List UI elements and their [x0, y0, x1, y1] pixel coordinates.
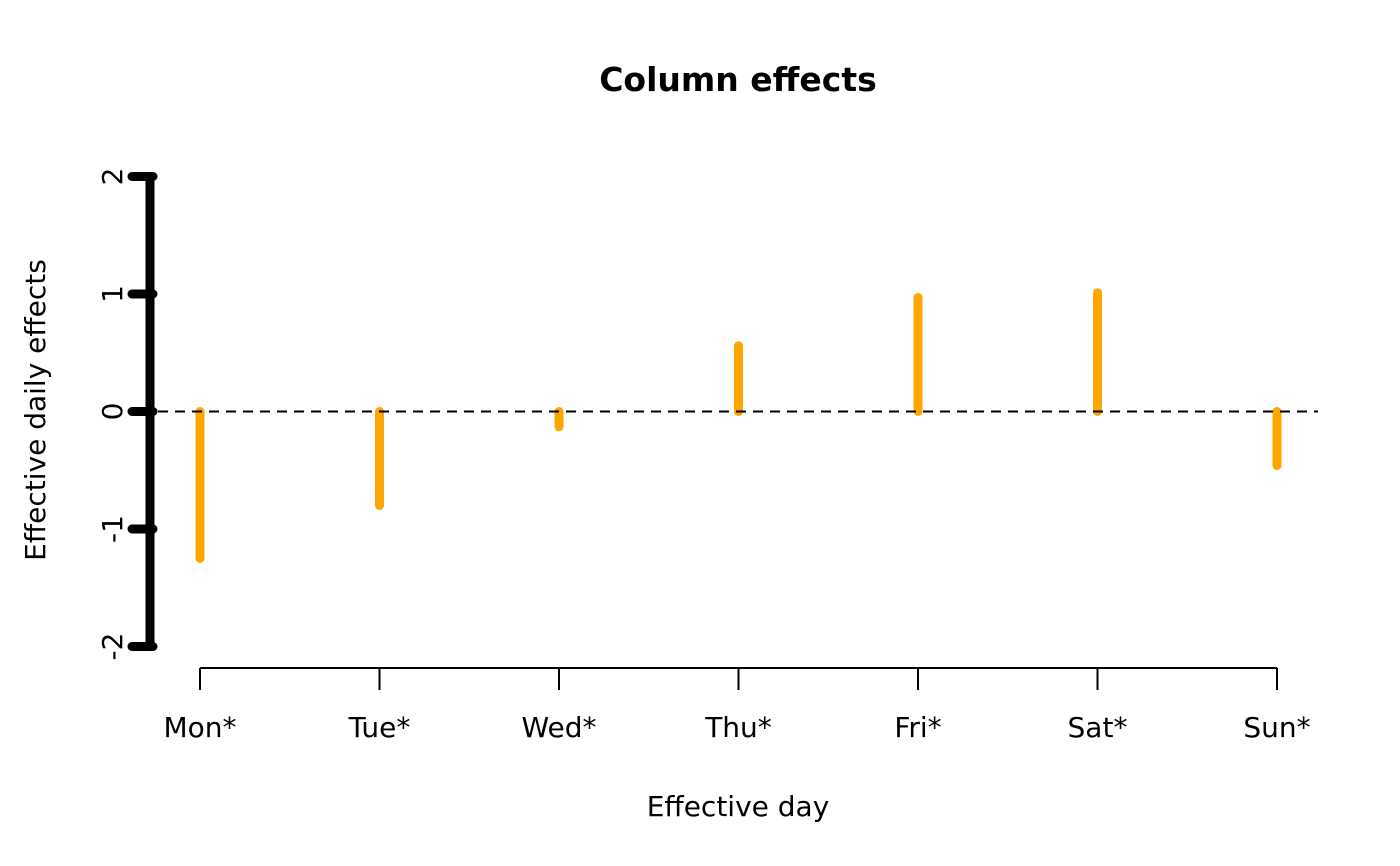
- x-tick-label-Thu: Thu*: [704, 711, 772, 744]
- x-tick-label-Tue: Tue*: [348, 711, 411, 744]
- y-tick-label-1: 1: [96, 285, 129, 303]
- x-tick-label-Sun: Sun*: [1243, 711, 1310, 744]
- x-tick-label-Fri: Fri*: [894, 711, 941, 744]
- x-axis-title: Effective day: [647, 790, 830, 823]
- chart-marks: -2 -1 0 1 2 Mon* Tue* Wed* Thu* Fri* Sat* Sun*: [96, 168, 1318, 744]
- y-axis-title: Effective daily effects: [19, 259, 52, 561]
- x-tick-label-Wed: Wed*: [521, 711, 596, 744]
- x-tick-label-Sat: Sat*: [1068, 711, 1128, 744]
- y-tick-label--2: -2: [96, 633, 129, 661]
- y-tick-label-2: 2: [96, 168, 129, 186]
- y-tick-label--1: -1: [96, 515, 129, 543]
- y-tick-label-0: 0: [96, 403, 129, 421]
- x-tick-label-Mon: Mon*: [163, 711, 236, 744]
- chart-title: Column effects: [599, 60, 877, 99]
